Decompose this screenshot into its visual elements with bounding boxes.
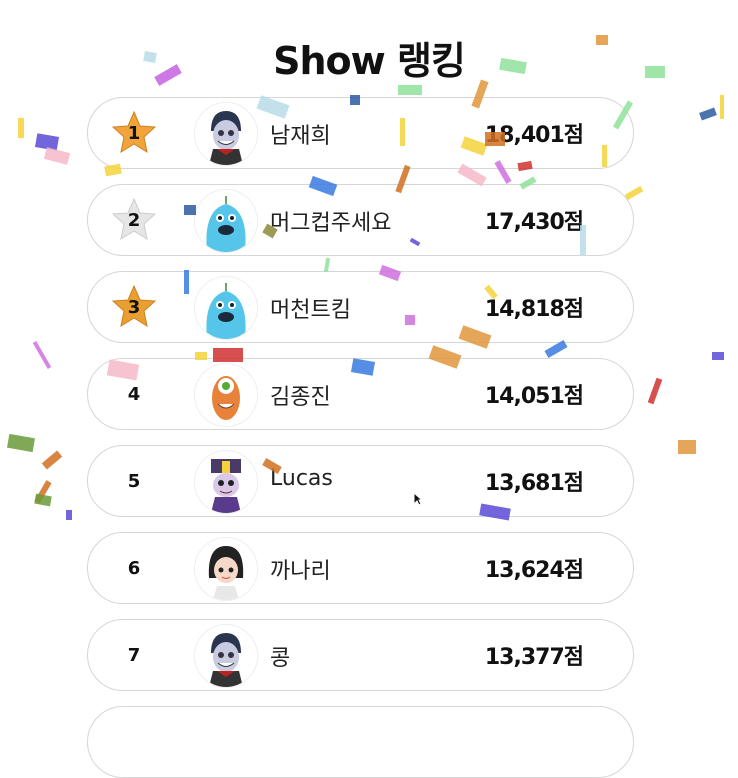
- player-name: Lucas: [270, 466, 333, 491]
- confetti-piece: [34, 133, 60, 151]
- rank-number: 4: [127, 383, 141, 405]
- avatar-vampire-icon: [195, 625, 257, 687]
- avatar: [194, 537, 258, 601]
- avatar: [194, 102, 258, 166]
- rank-badge: 2: [110, 196, 158, 244]
- page-title: Show 랭킹: [273, 39, 466, 83]
- confetti-piece: [699, 107, 717, 121]
- confetti-piece: [32, 341, 52, 369]
- avatar-jiangshi-icon: [195, 451, 257, 513]
- confetti-piece: [6, 433, 36, 453]
- avatar-orange-cyclops-icon: [195, 364, 257, 426]
- star-icon: [111, 197, 157, 241]
- avatar-girl-icon: [195, 538, 257, 600]
- rank-badge: 4: [110, 370, 158, 418]
- rank-number: 2: [127, 209, 141, 231]
- rank-number: 7: [127, 644, 141, 666]
- avatar-blue-monster-icon: [195, 190, 257, 252]
- confetti-piece: [678, 440, 696, 454]
- ranking-row: 3 머천트킴 14,818점: [87, 271, 634, 343]
- rank-badge: 5: [110, 457, 158, 505]
- player-score: 14,818점: [484, 297, 584, 322]
- avatar: [194, 189, 258, 253]
- ranking-row-partial: [87, 706, 634, 778]
- player-score: 13,681점: [484, 471, 584, 496]
- player-score: 14,051점: [484, 384, 584, 409]
- confetti-piece: [18, 118, 24, 138]
- confetti-piece: [398, 85, 422, 95]
- confetti-piece: [34, 493, 52, 507]
- player-name: 머그컵주세요: [270, 211, 392, 236]
- rank-number: 1: [127, 122, 141, 144]
- ranking-row: 4 김종진 14,051점: [87, 358, 634, 430]
- star-icon: [111, 110, 157, 154]
- player-name: 머천트킴: [270, 298, 351, 323]
- player-name: 까나리: [270, 559, 331, 584]
- confetti-piece: [66, 510, 72, 520]
- player-name: 남재희: [270, 124, 331, 149]
- ranking-row: 2 머그컵주세요 17,430점: [87, 184, 634, 256]
- player-name: 콩: [270, 646, 291, 671]
- player-score: 13,377점: [484, 645, 584, 670]
- rank-number: 5: [127, 470, 141, 492]
- ranking-row: 1 남재희 18,401점: [87, 97, 634, 169]
- confetti-piece: [34, 480, 52, 504]
- ranking-row: 6 까나리 13,624점: [87, 532, 634, 604]
- ranking-row: 5 Lucas 13,681점: [87, 445, 634, 517]
- rank-number: 6: [127, 557, 141, 579]
- confetti-piece: [647, 377, 663, 405]
- rank-number: 3: [127, 296, 141, 318]
- avatar: [194, 276, 258, 340]
- rank-badge: 1: [110, 109, 158, 157]
- star-icon: [111, 284, 157, 328]
- rank-badge: 3: [110, 283, 158, 331]
- ranking-row: 7 콩 13,377점: [87, 619, 634, 691]
- avatar: [194, 624, 258, 688]
- avatar-blue-monster-icon: [195, 277, 257, 339]
- player-score: 18,401점: [484, 123, 584, 148]
- player-name: 김종진: [270, 385, 331, 410]
- rank-badge: 7: [110, 631, 158, 679]
- confetti-piece: [712, 352, 724, 360]
- avatar-vampire-icon: [195, 103, 257, 165]
- rank-badge: 6: [110, 544, 158, 592]
- confetti-piece: [41, 450, 63, 470]
- mouse-cursor-icon: [413, 492, 423, 506]
- confetti-piece: [720, 95, 724, 119]
- avatar: [194, 450, 258, 514]
- confetti-piece: [624, 185, 644, 201]
- player-score: 17,430점: [484, 210, 584, 235]
- confetti-piece: [43, 147, 71, 165]
- avatar: [194, 363, 258, 427]
- player-score: 13,624점: [484, 558, 584, 583]
